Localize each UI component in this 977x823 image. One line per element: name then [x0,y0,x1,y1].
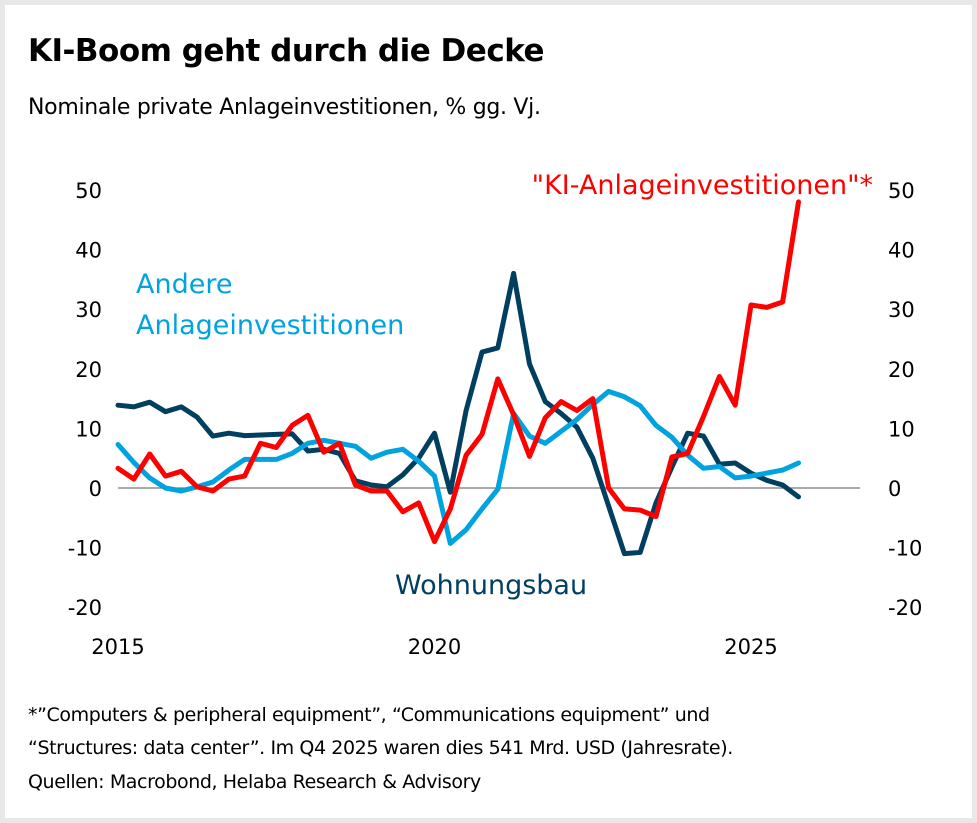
chart-title: KI-Boom geht durch die Decke [28,33,545,69]
y-tick-right: 30 [888,298,915,322]
y-tick-left: 30 [75,298,102,322]
y-tick-right: -10 [888,537,922,561]
y-tick-right: 0 [888,477,901,501]
series-line-andere-anlageinvestitionen [115,388,801,546]
y-tick-left: -10 [68,537,102,561]
series-line-ki-anlageinvestitionen [115,199,801,545]
series-label-wohnungsbau: Wohnungsbau [395,570,587,601]
x-tick: 2025 [724,635,777,659]
y-tick-left: 40 [75,239,102,263]
y-tick-right: -20 [888,596,922,620]
series-label-andere-line-1: Andere [136,269,232,300]
y-tick-right: 50 [888,179,915,203]
series-line-wohnungsbau [115,270,801,557]
series-label-andere-line-2: Anlageinvestitionen [136,310,404,341]
source-line: Quellen: Macrobond, Helaba Research & Ad… [28,771,481,793]
y-tick-right: 20 [888,358,915,382]
y-tick-right: 40 [888,239,915,263]
y-tick-left: 0 [89,477,102,501]
footnote-line-2: “Structures: data center”. Im Q4 2025 wa… [28,737,733,759]
y-tick-left: 10 [75,417,102,441]
y-tick-left: 50 [75,179,102,203]
x-tick: 2020 [408,635,461,659]
x-tick: 2015 [91,635,144,659]
y-tick-left: 20 [75,358,102,382]
y-tick-right: 10 [888,417,915,441]
series-label-ki: "KI-Anlageinvestitionen"* [532,170,873,201]
chart-subtitle: Nominale private Anlageinvestitionen, % … [28,95,541,120]
footnote-line-1: *”Computers & peripheral equipment”, “Co… [28,704,710,726]
y-tick-left: -20 [68,596,102,620]
